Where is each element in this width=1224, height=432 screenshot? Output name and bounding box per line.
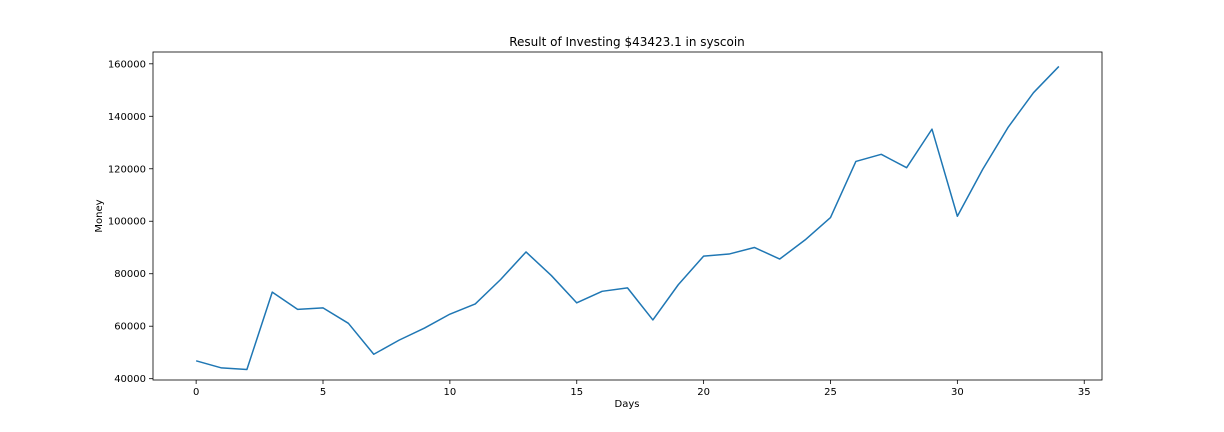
- plot-frame: [152, 51, 1103, 381]
- x-tick-label: 20: [697, 387, 710, 398]
- x-tick-label: 0: [193, 387, 199, 398]
- y-axis-label: Money: [94, 199, 105, 232]
- x-axis-label: Days: [615, 399, 640, 410]
- y-tick-label: 100000: [108, 217, 146, 228]
- y-tick-label: 60000: [114, 322, 146, 333]
- y-tick-label: 120000: [108, 164, 146, 175]
- x-tick-label: 15: [570, 387, 583, 398]
- x-tick-label: 25: [824, 387, 837, 398]
- y-tick-label: 140000: [108, 112, 146, 123]
- series-line: [195, 65, 1060, 371]
- y-tick-label: 80000: [114, 269, 146, 280]
- x-tick-label: 5: [320, 387, 326, 398]
- x-tick-label: 30: [951, 387, 964, 398]
- chart-title: Result of Investing $43423.1 in syscoin: [509, 35, 745, 49]
- plot-area: 0 5 10 15 20 25 30 35 40000 60000 80000 100000 12000…: [108, 51, 1103, 398]
- x-tick-label: 10: [444, 387, 457, 398]
- y-tick-label: 40000: [114, 374, 146, 385]
- y-tick-label: 160000: [108, 59, 146, 70]
- x-tick-label: 35: [1078, 387, 1091, 398]
